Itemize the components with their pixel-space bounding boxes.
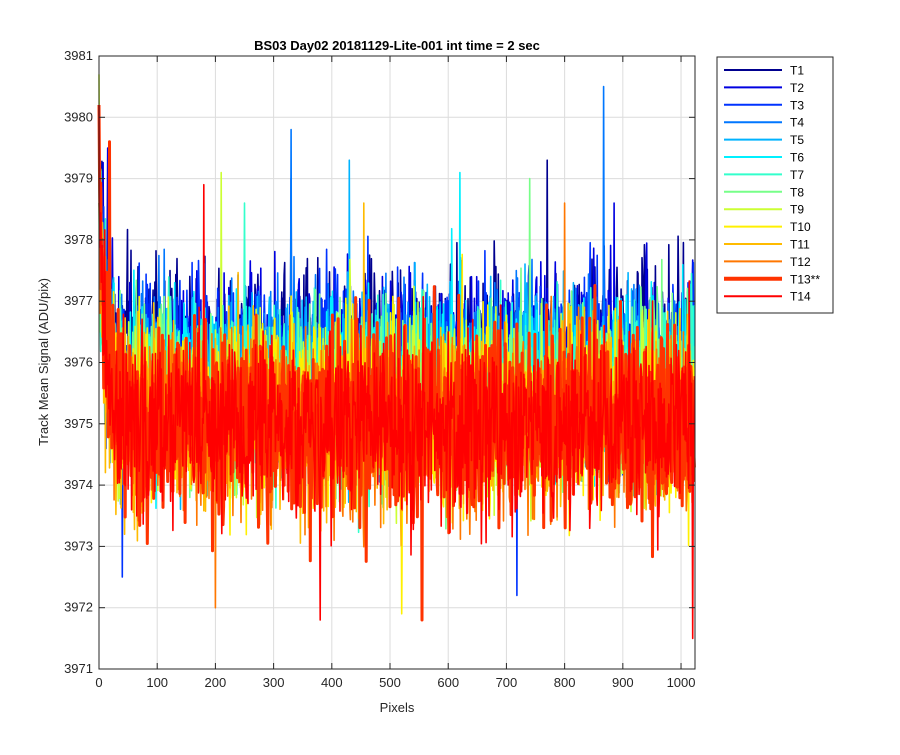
x-tick-label: 200 xyxy=(205,675,227,690)
legend-label: T8 xyxy=(790,185,804,199)
legend-label: T5 xyxy=(790,133,804,147)
legend-label: T4 xyxy=(790,116,804,130)
legend: T1 T2 T3 T4 T5 T6 T7 T8 T9 T10 T11 T12 T13** T14 xyxy=(716,56,834,314)
x-tick-label: 0 xyxy=(95,675,102,690)
legend-label: T12 xyxy=(790,255,811,269)
y-tick-label: 3979 xyxy=(64,171,93,186)
legend-items: T1 T2 T3 T4 T5 T6 T7 T8 T9 T10 T11 T12 T13** T14 xyxy=(724,64,820,304)
y-tick-label: 3972 xyxy=(64,600,93,615)
y-tick-label: 3981 xyxy=(64,48,93,63)
x-axis-label: Pixels xyxy=(380,700,415,715)
x-tick-label: 300 xyxy=(263,675,285,690)
series-layer xyxy=(97,74,696,640)
legend-label: T14 xyxy=(790,290,811,304)
y-tick-label: 3975 xyxy=(64,416,93,431)
y-tick-label: 3973 xyxy=(64,538,93,553)
legend-label: T10 xyxy=(790,220,811,234)
y-tick-label: 3974 xyxy=(64,477,93,492)
y-tick-label: 3976 xyxy=(64,355,93,370)
legend-label: T13** xyxy=(790,272,820,286)
y-axis-label: Track Mean Signal (ADU/pix) xyxy=(36,278,51,446)
x-tick-label: 100 xyxy=(146,675,168,690)
x-tick-label: 900 xyxy=(612,675,634,690)
chart-title: BS03 Day02 20181129-Lite-001 int time = … xyxy=(254,38,540,53)
legend-label: T1 xyxy=(790,64,804,78)
series-line-t14 xyxy=(98,104,696,640)
x-axis: 0 100 200 300 400 500 600 700 800 900 1000 xyxy=(95,56,695,690)
x-tick-label: 800 xyxy=(554,675,576,690)
y-tick-label: 3978 xyxy=(64,232,93,247)
legend-label: T6 xyxy=(790,151,804,165)
y-axis: 3971 3972 3973 3974 3975 3976 3977 3978 3979 3980… xyxy=(64,48,695,676)
x-tick-label: 600 xyxy=(437,675,459,690)
legend-box xyxy=(716,56,834,314)
x-tick-label: 1000 xyxy=(667,675,696,690)
y-tick-label: 3977 xyxy=(64,293,93,308)
legend-label: T7 xyxy=(790,168,804,182)
y-tick-label: 3971 xyxy=(64,661,93,676)
x-tick-label: 700 xyxy=(496,675,518,690)
x-tick-label: 400 xyxy=(321,675,343,690)
y-tick-label: 3980 xyxy=(64,109,93,124)
legend-label: T3 xyxy=(790,98,804,112)
legend-label: T9 xyxy=(790,203,804,217)
x-tick-label: 500 xyxy=(379,675,401,690)
legend-label: T2 xyxy=(790,81,804,95)
legend-label: T11 xyxy=(790,238,810,252)
